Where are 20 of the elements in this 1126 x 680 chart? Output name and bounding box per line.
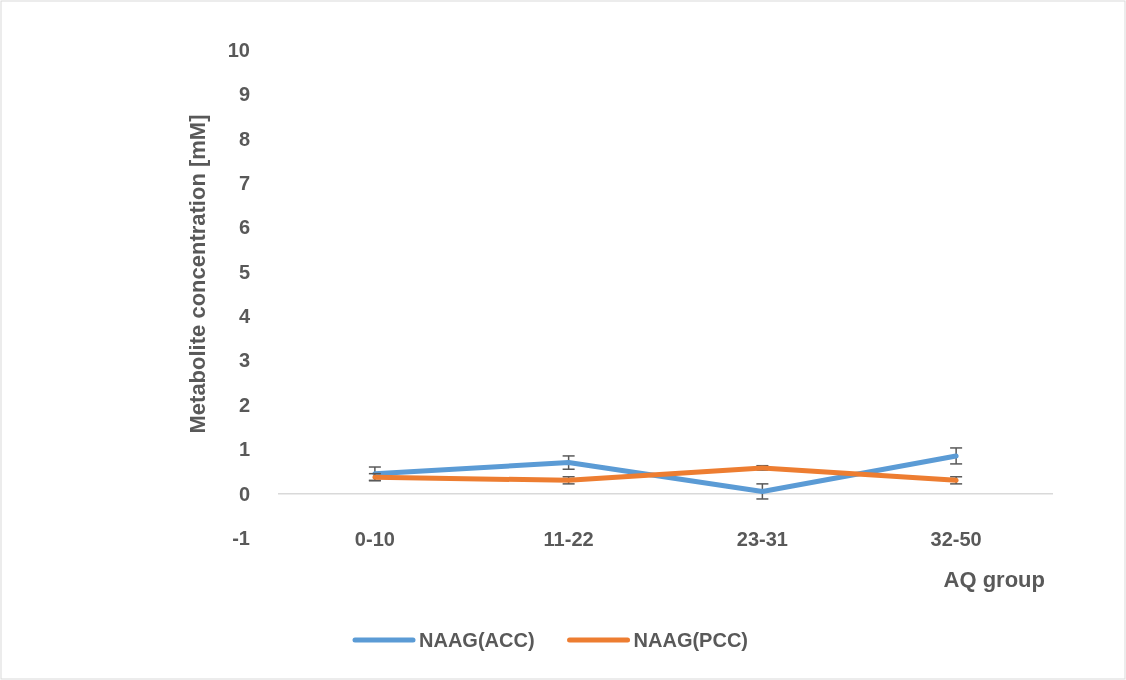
y-axis-title: Metabolite concentration [mM] <box>185 114 210 434</box>
legend-label: NAAG(ACC) <box>419 629 535 651</box>
y-tick-label: -1 <box>232 526 250 549</box>
y-tick-label: 5 <box>238 260 250 283</box>
y-tick-label: 1 <box>238 438 250 461</box>
y-tick-label: 10 <box>227 38 250 61</box>
y-tick-label: 3 <box>238 349 250 372</box>
y-tick-label: 6 <box>238 216 250 239</box>
y-tick-label: 8 <box>238 127 250 150</box>
y-tick-label: 4 <box>238 305 251 328</box>
x-axis-title: AQ group <box>943 567 1045 592</box>
legend-label: NAAG(PCC) <box>633 629 748 651</box>
y-tick-label: 7 <box>238 171 250 194</box>
x-tick-label: 32-50 <box>930 528 982 551</box>
y-tick-label: 0 <box>238 482 250 505</box>
y-tick-label: 9 <box>238 83 250 106</box>
x-tick-label: 23-31 <box>736 528 788 551</box>
x-tick-label: 11-22 <box>543 528 594 551</box>
x-tick-label: 0-10 <box>354 528 395 551</box>
y-tick-label: 2 <box>238 393 250 416</box>
